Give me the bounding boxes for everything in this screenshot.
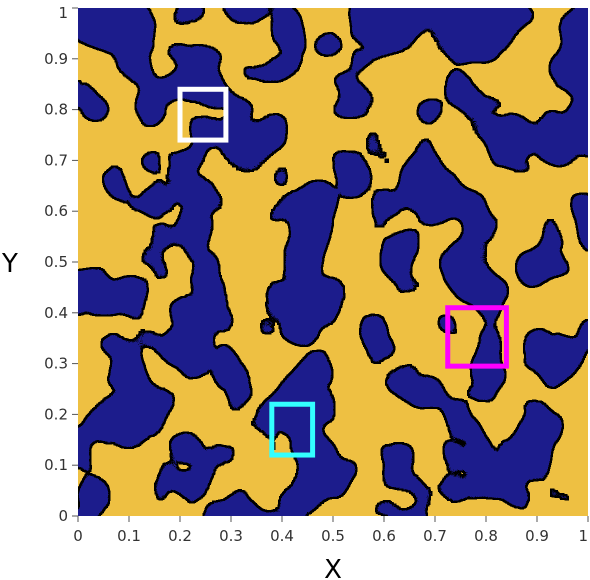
x-tick-label: 0.8 <box>474 527 498 545</box>
y-tick-label: 0.9 <box>44 50 68 68</box>
y-axis-ticks: 0 0.1 0.2 0.3 0.4 0.5 0.6 0.7 0.8 0.9 1 <box>44 4 78 525</box>
x-axis-ticks: 0 0.1 0.2 0.3 0.4 0.5 0.6 0.7 0.8 0.9 1 <box>73 516 589 545</box>
x-tick-label: 0.2 <box>168 527 192 545</box>
magenta-box <box>445 305 509 369</box>
plot-area <box>78 8 588 516</box>
y-tick-label: 0.4 <box>44 304 68 322</box>
x-axis-title: X <box>324 555 342 580</box>
cyan-box <box>269 401 316 458</box>
y-tick-label: 0.8 <box>44 101 68 119</box>
x-tick-label: 0.6 <box>372 527 396 545</box>
y-tick-label: 0.3 <box>44 355 68 373</box>
x-tick-label: 0.3 <box>219 527 243 545</box>
y-tick-label: 1 <box>58 4 68 22</box>
y-tick-label: 0.5 <box>44 253 68 271</box>
x-tick-label: 0.9 <box>525 527 549 545</box>
highlight-boxes <box>177 86 509 458</box>
y-tick-label: 0.2 <box>44 405 68 423</box>
x-tick-label: 0 <box>73 527 83 545</box>
x-tick-label: 0.4 <box>270 527 294 545</box>
y-tick-label: 0.6 <box>44 202 68 220</box>
y-tick-label: 0.7 <box>44 151 68 169</box>
x-tick-label: 0.5 <box>321 527 345 545</box>
y-tick-label: 0 <box>58 507 68 525</box>
x-tick-label: 0.7 <box>423 527 447 545</box>
inclusion-phase-with-contours <box>78 8 588 516</box>
x-tick-label: 0.1 <box>117 527 141 545</box>
white-box <box>177 86 229 143</box>
y-tick-label: 0.1 <box>44 456 68 474</box>
x-tick-label: 1 <box>578 527 588 545</box>
y-axis-title: Y <box>1 249 18 279</box>
